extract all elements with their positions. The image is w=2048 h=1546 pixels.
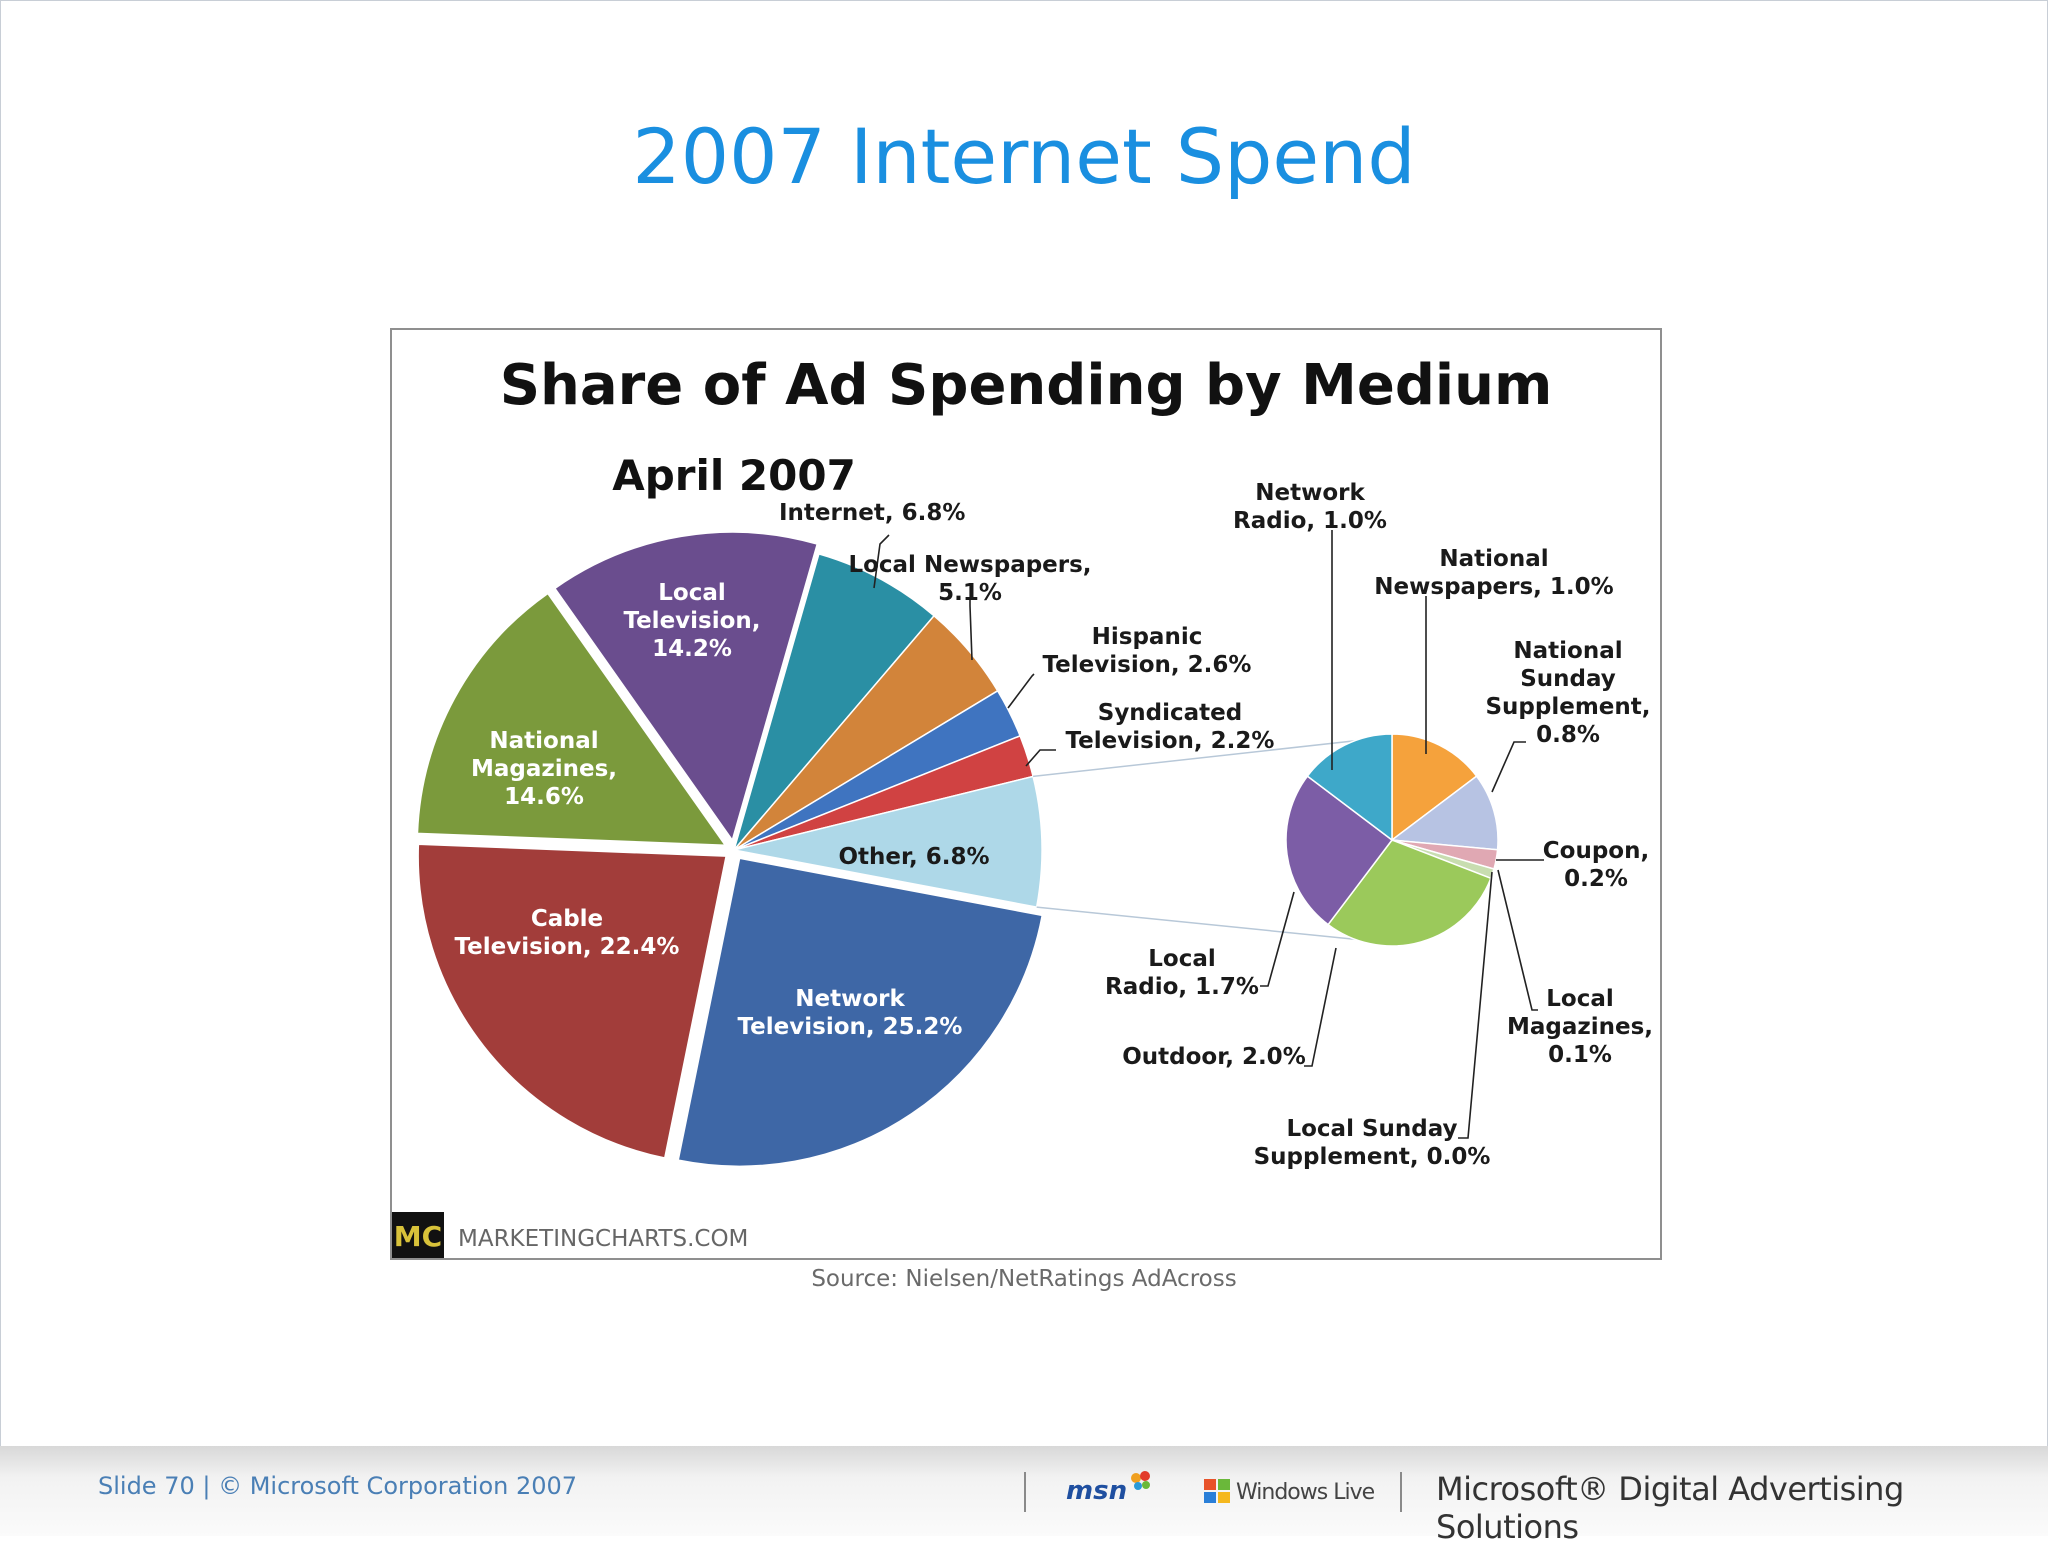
slice-label-local-radio: Local Radio, 1.7% [1105, 946, 1259, 1000]
leader-line-national-sunday-supplement [1491, 741, 1526, 793]
leader-line-local-radio [1260, 891, 1295, 987]
leader-lines [873, 530, 1544, 1139]
slice-label-local-television: Local Television, 14.2% [623, 580, 760, 662]
pie-slice-group-cable-television [417, 843, 728, 1159]
windows-live-logo: Windows Live [1236, 1480, 1375, 1505]
main-pie [416, 531, 1044, 1168]
breakout-connector-bottom [1036, 906, 1363, 941]
leader-line-outdoor [1304, 947, 1337, 1067]
leader-line-local-sunday-supplement [1458, 871, 1493, 1139]
pie-slice-cable-television [417, 843, 728, 1159]
leader-line-local-newspapers [969, 600, 973, 661]
pie-slice-national-magazines [416, 592, 727, 847]
pie-slice-group-other [733, 775, 1043, 908]
slice-label-national-magazines: National Magazines, 14.6% [471, 728, 617, 810]
slice-label-cable-television: Cable Television, 22.4% [455, 906, 680, 960]
pie-slice-local-radio [1285, 775, 1394, 926]
slice-label-network-television: Network Television, 25.2% [738, 986, 963, 1040]
slide-title: 2007 Internet Spend [632, 112, 1416, 201]
chart-source: Source: Nielsen/NetRatings AdAcross [811, 1266, 1237, 1292]
slice-label-coupon: Coupon, 0.2% [1543, 838, 1649, 892]
leader-line-hispanic-television [1007, 673, 1035, 709]
slice-label-local-magazines: Local Magazines, 0.1% [1507, 986, 1653, 1068]
slice-label-local-newspapers: Local Newspapers, 5.1% [848, 552, 1091, 606]
slice-label-other: Other, 6.8% [838, 844, 989, 870]
slice-label-network-radio: Network Radio, 1.0% [1233, 480, 1387, 534]
pie-slice-outdoor [1327, 839, 1492, 947]
msn-butterfly-icon [1131, 1471, 1150, 1490]
slice-label-national-newspapers: National Newspapers, 1.0% [1374, 546, 1613, 600]
leader-line-local-magazines [1497, 869, 1538, 1011]
msn-logo: msn [1066, 1476, 1128, 1506]
pie-slice-group-national-magazines [416, 592, 727, 847]
watermark: MARKETINGCHARTS.COM [458, 1226, 748, 1252]
chart-title: Share of Ad Spending by Medium [500, 353, 1553, 418]
slide-number: Slide 70 | © Microsoft Corporation 2007 [98, 1472, 578, 1500]
footer-divider [1024, 1472, 1026, 1512]
slice-label-syndicated-television: Syndicated Television, 2.2% [1066, 700, 1275, 754]
slice-label-internet: Internet, 6.8% [779, 500, 965, 526]
breakout-connectors [1033, 739, 1363, 941]
pie-slice-internet [733, 553, 936, 851]
breakout-pie [1285, 733, 1499, 947]
pie-slice-other [733, 775, 1043, 908]
slice-label-national-sunday-supplement: National Sunday Supplement, 0.8% [1485, 638, 1650, 748]
slice-label-hispanic-television: Hispanic Television, 2.6% [1043, 624, 1252, 678]
pie-slice-national-sunday-supplement [1390, 775, 1499, 851]
pie-slice-group-local-television [553, 531, 819, 842]
slice-label-outdoor: Outdoor, 2.0% [1122, 1044, 1305, 1070]
pie-slice-group-internet [733, 553, 936, 851]
pie-slice-network-radio [1306, 733, 1393, 842]
slice-labels: Local Television, 14.2%National Magazines, 1… [455, 480, 1653, 1170]
mc-badge-text: MC [394, 1220, 442, 1253]
breakout-connector-top [1033, 739, 1363, 778]
pie-chart: Share of Ad Spending by Medium April 200… [392, 353, 1653, 1258]
pie-slice-network-television [677, 857, 1044, 1168]
leader-line-internet [873, 534, 890, 589]
microsoft-brand: Microsoft® Digital Advertising Solutions [1436, 1470, 1904, 1546]
footer-divider-2 [1400, 1472, 1402, 1512]
chart-container: Share of Ad Spending by Medium April 200… [390, 328, 1662, 1260]
leader-line-syndicated-television [1025, 749, 1056, 767]
pie-slice-local-television [553, 531, 819, 842]
pie-slice-group-network-television [677, 857, 1044, 1168]
windows-flag-icon [1204, 1479, 1230, 1503]
chart-subtitle: April 2007 [612, 451, 856, 500]
pie-slice-national-newspapers [1391, 733, 1478, 842]
slice-label-local-sunday-supplement: Local Sunday Supplement, 0.0% [1254, 1116, 1491, 1170]
mc-badge [392, 1212, 444, 1258]
